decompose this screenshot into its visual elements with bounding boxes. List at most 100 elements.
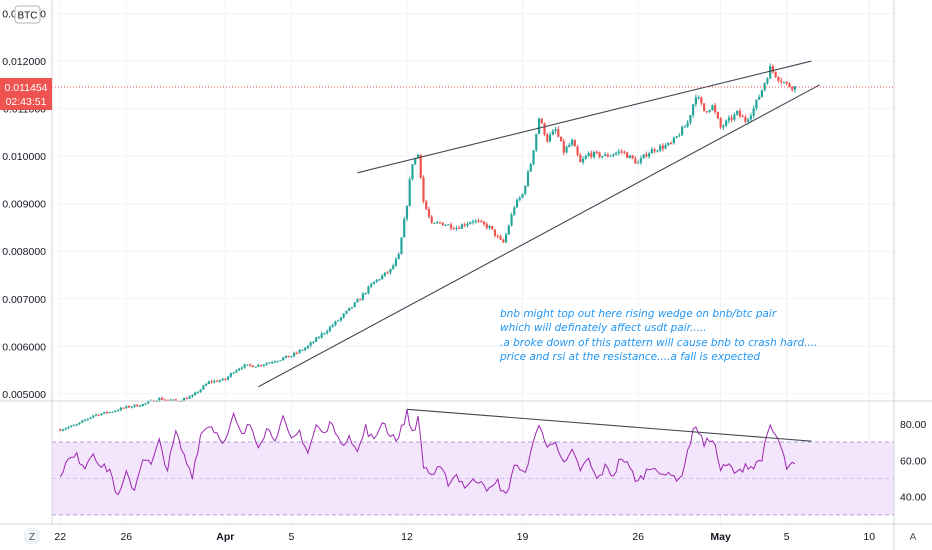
candle-body <box>169 399 172 401</box>
candle-body <box>315 337 318 342</box>
candlestick-series <box>59 63 797 432</box>
wedge-lower-line[interactable] <box>258 84 820 388</box>
candle-body <box>361 293 365 300</box>
candle-body <box>521 193 524 198</box>
candle-body <box>716 112 719 119</box>
candle-body <box>711 105 714 111</box>
candle-body <box>766 78 769 84</box>
candle-body <box>89 417 92 419</box>
candle-body <box>326 331 329 334</box>
candle-body <box>447 224 450 226</box>
candle-body <box>92 415 95 418</box>
candle-body <box>667 142 670 146</box>
candle-body <box>284 355 287 358</box>
candle-body <box>681 127 684 136</box>
candle-body <box>108 411 111 413</box>
candle-body <box>537 118 541 134</box>
candle-body <box>215 380 219 382</box>
candle-body <box>546 134 549 142</box>
candle-body <box>328 326 332 332</box>
candle-body <box>309 342 312 346</box>
candle-body <box>403 218 406 238</box>
candle-body <box>364 293 367 295</box>
candle-body <box>133 404 136 407</box>
auto-zoom-button[interactable]: Z <box>23 527 41 545</box>
auto-scale-button[interactable]: A <box>910 532 917 543</box>
candle-body <box>741 116 744 118</box>
candle-body <box>342 313 345 318</box>
candle-body <box>83 419 87 421</box>
candle-body <box>670 142 673 144</box>
candle-body <box>425 201 428 210</box>
candle-body <box>273 361 276 363</box>
candle-body <box>466 223 469 226</box>
candle-body <box>491 225 494 230</box>
time-tick-label: May <box>710 531 731 543</box>
candle-body <box>771 66 775 72</box>
candle-body <box>747 119 750 122</box>
candle-body <box>378 279 381 281</box>
bar-countdown: 02:43:51 <box>6 96 47 108</box>
candle-body <box>535 133 538 151</box>
candle-body <box>444 225 447 227</box>
candle-body <box>411 164 414 180</box>
time-tick-label: 12 <box>401 531 413 543</box>
candle-body <box>64 428 67 430</box>
candle-body <box>119 407 122 411</box>
candle-body <box>367 286 370 294</box>
candle-body <box>683 126 686 128</box>
wedge-upper-line[interactable] <box>357 60 812 174</box>
candle-body <box>692 104 695 116</box>
symbol-badge[interactable]: BTC <box>14 5 41 24</box>
candle-body <box>782 82 786 84</box>
candle-body <box>603 154 607 157</box>
candle-body <box>295 352 298 354</box>
candle-body <box>755 99 758 109</box>
candle-body <box>474 220 477 222</box>
candle-body <box>419 154 422 178</box>
candle-body <box>714 105 717 113</box>
candle-body <box>235 370 238 373</box>
rsi-resistance-line[interactable] <box>406 408 812 442</box>
price-tick-label: 0.010000 <box>2 151 46 163</box>
candle-body <box>100 413 103 416</box>
candle-body <box>557 129 560 137</box>
candle-body <box>634 158 637 164</box>
candle-body <box>163 399 166 401</box>
candle-body <box>81 420 84 423</box>
price-tick-label: 0.005000 <box>2 389 46 401</box>
rsi-tick-label: 40.00 <box>900 492 926 504</box>
candle-body <box>703 103 706 112</box>
candle-body <box>386 272 389 274</box>
candle-body <box>61 429 65 431</box>
candle-body <box>345 310 348 314</box>
candle-body <box>774 71 777 77</box>
price-axis-ticks: 0.0130000.0120000.0110000.0100000.009000… <box>2 9 46 401</box>
candle-body <box>136 404 139 407</box>
candle-body <box>251 365 254 368</box>
candle-body <box>293 352 296 357</box>
candle-body <box>614 152 618 155</box>
candle-body <box>584 155 587 159</box>
candle-body <box>452 228 455 230</box>
candle-body <box>301 350 304 352</box>
current-price-badge: 0.011454 02:43:51 <box>0 78 52 111</box>
candle-body <box>736 110 739 115</box>
candle-body <box>529 164 532 172</box>
candle-body <box>518 197 521 200</box>
candle-body <box>449 224 453 229</box>
candle-body <box>105 411 109 413</box>
candle-body <box>733 114 736 120</box>
candle-body <box>777 76 780 81</box>
candle-body <box>408 179 411 206</box>
candle-body <box>543 123 546 135</box>
candle-body <box>427 209 431 217</box>
candle-body <box>496 235 499 237</box>
time-tick-label: Apr <box>216 531 234 543</box>
candle-body <box>433 222 436 224</box>
candle-body <box>193 392 197 396</box>
candle-body <box>617 151 620 153</box>
candle-body <box>392 265 395 269</box>
auto-zoom-label: Z <box>29 532 35 543</box>
